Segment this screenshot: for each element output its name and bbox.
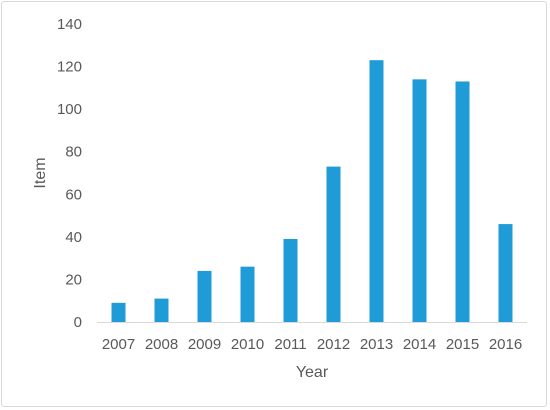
x-tick-label: 2014 [403,336,436,353]
x-tick-label: 2012 [317,336,350,353]
bar-2009 [197,270,212,322]
x-tick-label: 2010 [231,336,264,353]
y-axis-title: Item [32,157,49,188]
y-tick-label: 120 [57,59,82,76]
bar-2007 [111,302,126,322]
x-axis-title: Year [296,364,329,381]
x-tick-label: 2008 [145,336,178,353]
bar-2010 [240,266,255,322]
x-tick-label: 2009 [188,336,221,353]
bar-2015 [455,81,470,322]
x-tick-label: 2013 [360,336,393,353]
x-tick-label: 2007 [102,336,135,353]
bar-2013 [369,60,384,322]
x-tick-label: 2015 [446,336,479,353]
bar-2016 [498,224,513,322]
bars [111,60,513,322]
bar-2012 [326,166,341,322]
y-tick-label: 60 [65,186,82,203]
bar-2008 [154,298,169,322]
x-tick-label: 2011 [274,336,306,353]
y-tick-label: 40 [65,229,82,246]
y-tick-label: 0 [74,314,82,331]
y-tick-label: 80 [65,144,82,161]
y-tick-label: 20 [65,271,82,288]
bar-2011 [283,238,298,322]
x-tick-label: 2016 [489,336,522,353]
x-axis-ticks: 2007 2008 2009 2010 2011 2012 2013 2014 2015 2016 [102,336,522,353]
bar-2014 [412,79,427,322]
y-tick-label: 140 [57,16,82,33]
y-tick-label: 100 [57,101,82,118]
y-axis-ticks: 0 20 40 60 80 100 120 140 [57,16,82,331]
